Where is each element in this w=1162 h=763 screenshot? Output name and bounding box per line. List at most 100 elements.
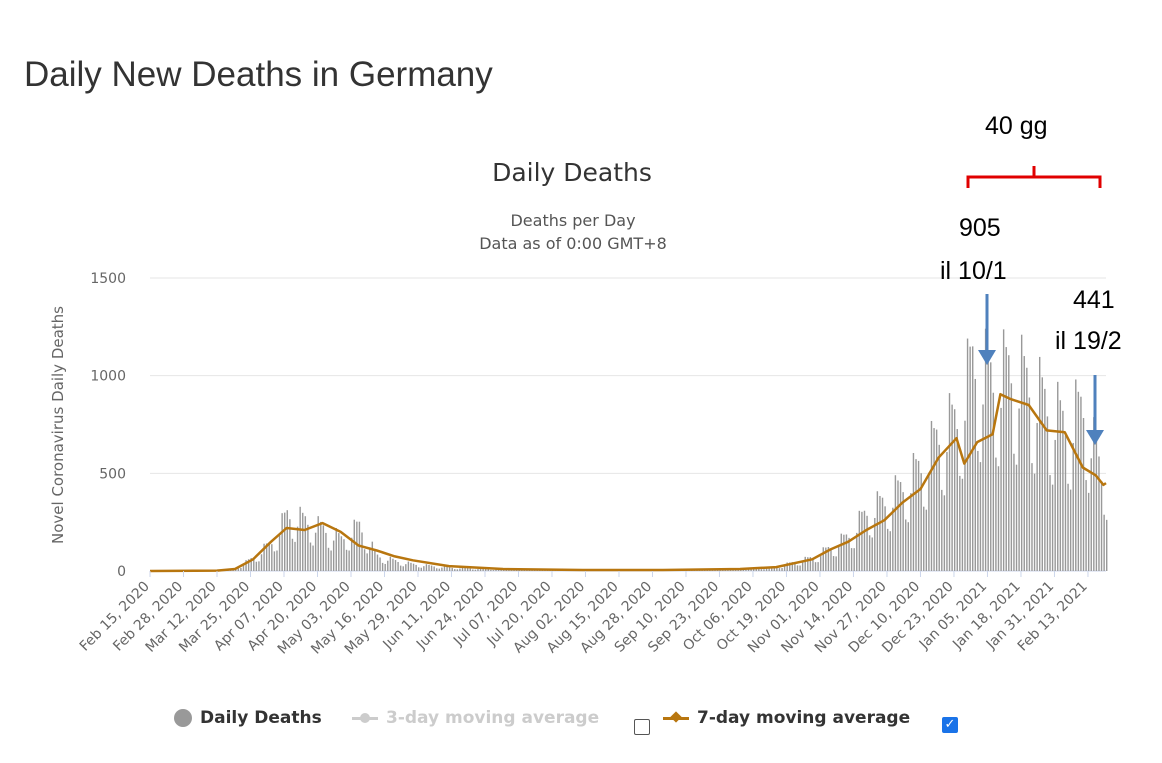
daily-deaths-bar: [979, 462, 982, 571]
daily-deaths-bar: [771, 566, 773, 571]
daily-deaths-bar: [897, 480, 899, 571]
daily-deaths-bar: [314, 532, 317, 571]
daily-deaths-bar: [995, 457, 997, 571]
circle-icon: [174, 709, 192, 727]
daily-deaths-bar: [356, 521, 358, 571]
daily-deaths-bar: [350, 537, 353, 571]
daily-deaths-bar: [1046, 416, 1049, 571]
y-tick-label-1000: 1000: [90, 369, 126, 385]
daily-deaths-bar: [332, 540, 335, 571]
end-arrow-head: [1086, 430, 1104, 445]
daily-deaths-bar: [484, 568, 487, 571]
daily-deaths-bar: [765, 568, 768, 571]
daily-deaths-bar: [317, 516, 319, 571]
daily-deaths-bar: [307, 524, 309, 571]
legend-daily-deaths[interactable]: Daily Deaths: [174, 708, 322, 728]
daily-deaths-bar: [1013, 453, 1015, 571]
daily-deaths-bar: [835, 556, 837, 571]
chart-title: Daily Deaths: [492, 158, 652, 187]
daily-deaths-bar: [830, 548, 832, 571]
daily-deaths-bar: [868, 535, 871, 571]
daily-deaths-bar: [412, 563, 415, 571]
daily-deaths-bar: [997, 466, 1000, 571]
daily-deaths-bar: [910, 493, 912, 571]
daily-deaths-bar: [838, 547, 840, 571]
daily-deaths-bar: [943, 495, 946, 571]
daily-deaths-bar: [876, 491, 879, 571]
ma3-checkbox[interactable]: [634, 719, 650, 735]
daily-deaths-bar: [286, 510, 288, 571]
daily-deaths-bar: [268, 542, 270, 571]
daily-deaths-bar: [245, 560, 247, 571]
daily-deaths-bar: [340, 536, 343, 571]
daily-deaths-bar: [338, 533, 340, 571]
daily-deaths-bar: [925, 509, 928, 571]
daily-deaths-bar: [724, 570, 727, 571]
daily-deaths-bar: [984, 328, 987, 571]
daily-deaths-bar: [959, 475, 961, 571]
daily-deaths-bar: [325, 532, 327, 571]
daily-deaths-bar: [289, 519, 291, 571]
daily-deaths-bar: [392, 558, 394, 571]
daily-deaths-bar: [1072, 442, 1074, 571]
daily-deaths-bar: [1087, 492, 1090, 571]
daily-deaths-bar: [791, 562, 794, 571]
daily-deaths-bar: [472, 569, 474, 571]
daily-deaths-bar: [781, 567, 783, 571]
daily-deaths-bar: [425, 564, 428, 571]
daily-deaths-bar: [247, 559, 250, 571]
daily-deaths-bar: [786, 562, 788, 571]
annotation-bracket: [966, 166, 1102, 188]
legend-7day-ma[interactable]: 7-day moving average: [663, 708, 910, 728]
daily-deaths-bar: [330, 550, 332, 571]
daily-deaths-bar: [930, 420, 933, 571]
daily-deaths-bar: [423, 566, 425, 571]
daily-deaths-bar: [1010, 383, 1013, 571]
daily-deaths-bar: [394, 560, 397, 571]
daily-deaths-bar: [866, 515, 868, 571]
daily-deaths-bar: [902, 492, 904, 571]
daily-deaths-bar: [322, 525, 325, 571]
daily-deaths-bar: [405, 564, 407, 571]
y-tick-label-0: 0: [117, 564, 126, 580]
daily-deaths-bar: [446, 566, 448, 571]
daily-deaths-bar: [928, 472, 930, 571]
daily-deaths-bar: [804, 556, 806, 571]
daily-deaths-bar: [892, 507, 894, 571]
daily-deaths-bar: [376, 554, 379, 571]
daily-deaths-bar: [474, 569, 477, 571]
daily-deaths-bar: [397, 561, 399, 571]
daily-deaths-bar: [1080, 396, 1082, 571]
daily-deaths-bar: [799, 565, 801, 571]
daily-deaths-bar: [938, 444, 940, 571]
daily-deaths-bar: [420, 567, 422, 571]
daily-deaths-bar: [969, 346, 971, 571]
daily-deaths-bar: [283, 512, 286, 571]
daily-deaths-bar: [747, 569, 750, 571]
daily-deaths-bar: [379, 557, 381, 571]
daily-deaths-bar: [492, 570, 495, 571]
daily-deaths-bar: [242, 564, 245, 571]
daily-deaths-bar: [1085, 480, 1087, 571]
daily-deaths-bar: [508, 570, 510, 571]
y-axis-label: Novel Coronavirus Daily Deaths: [49, 306, 67, 544]
daily-deaths-bar: [727, 570, 729, 571]
daily-deaths-bar: [1000, 407, 1002, 571]
daily-deaths-bar: [1095, 440, 1098, 571]
daily-deaths-bar: [879, 495, 881, 571]
daily-deaths-bar: [794, 562, 796, 571]
ma7-checkbox[interactable]: ✓: [942, 717, 958, 733]
legend-3day-ma[interactable]: 3-day moving average: [352, 708, 599, 728]
daily-deaths-bar: [992, 392, 995, 571]
daily-deaths-bar: [845, 534, 848, 571]
daily-deaths-bar: [430, 565, 433, 571]
daily-deaths-bar: [1082, 418, 1085, 571]
daily-deaths-bar: [1098, 456, 1100, 571]
daily-deaths-bar: [454, 569, 456, 571]
peak-arrow-head: [978, 350, 996, 365]
daily-deaths-bar: [853, 548, 855, 571]
daily-deaths-bar: [760, 569, 763, 571]
daily-deaths-bar: [899, 482, 902, 571]
